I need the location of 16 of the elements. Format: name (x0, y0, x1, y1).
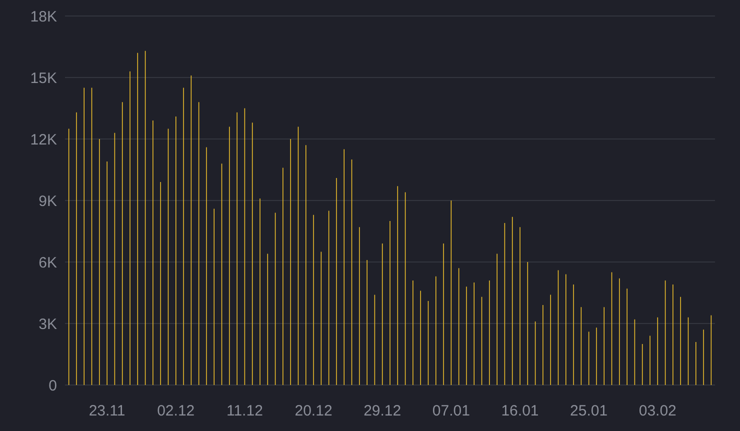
x-tick-label: 11.12 (226, 402, 263, 420)
y-tick-label: 15K (30, 70, 57, 87)
x-tick-label: 20.12 (294, 402, 332, 420)
x-tick-label: 29.12 (364, 402, 402, 420)
x-tick-label: 02.12 (157, 402, 195, 420)
x-tick-label: 25.01 (570, 402, 608, 420)
y-tick-label: 6K (38, 254, 57, 272)
y-tick-label: 12K (30, 131, 57, 148)
y-tick-label: 0 (48, 377, 57, 394)
y-tick-label: 18K (30, 8, 57, 26)
x-tick-label: 23.11 (88, 402, 126, 420)
x-tick-label: 16.01 (501, 402, 539, 420)
x-tick-label: 03.02 (638, 402, 676, 420)
y-tick-label: 9K (38, 192, 57, 210)
y-tick-label: 3K (38, 316, 57, 333)
x-tick-label: 07.01 (432, 402, 470, 420)
